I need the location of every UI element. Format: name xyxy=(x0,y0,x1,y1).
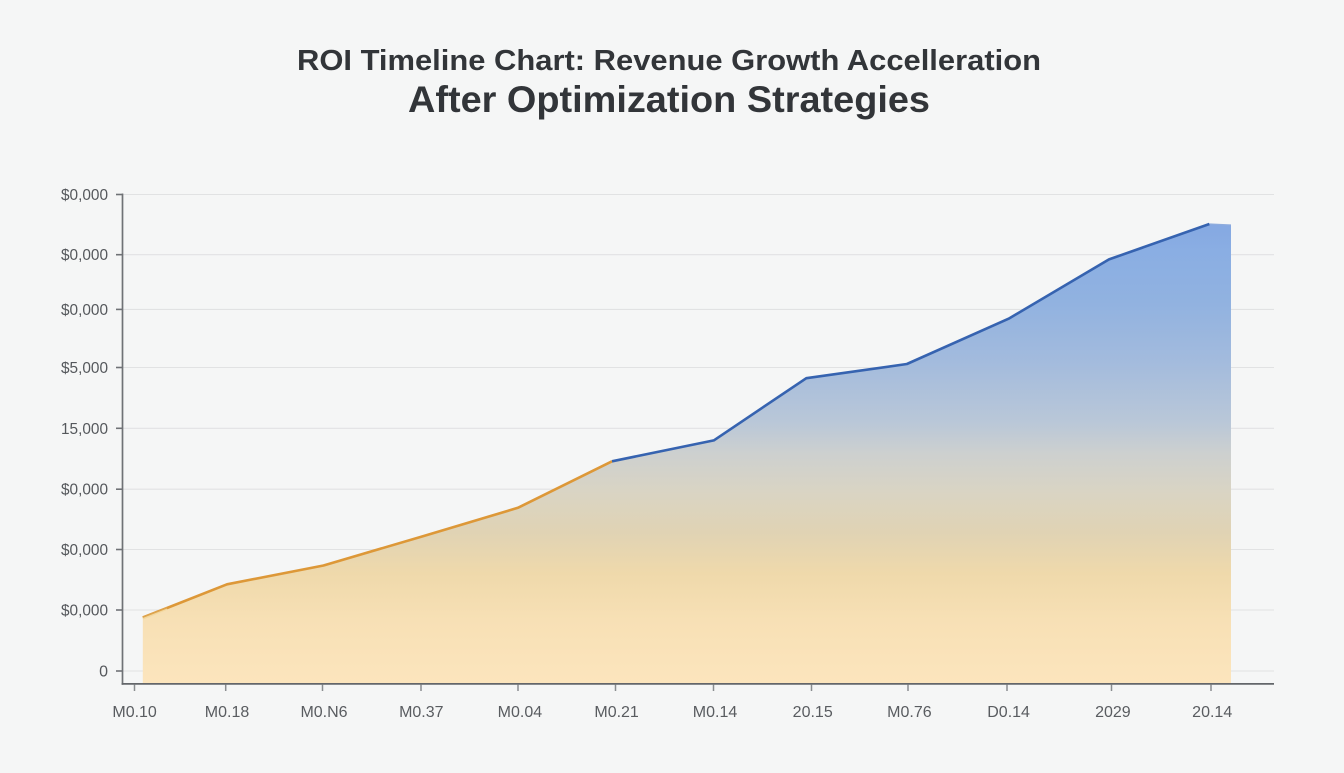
svg-text:$0,000: $0,000 xyxy=(61,247,108,264)
svg-text:M0.18: M0.18 xyxy=(205,704,250,721)
svg-text:$0,000: $0,000 xyxy=(61,542,108,559)
svg-text:M0.N6: M0.N6 xyxy=(300,704,347,721)
svg-text:ROI Timeline Chart: Revenue Gr: ROI Timeline Chart: Revenue Growth Accel… xyxy=(297,45,1041,77)
svg-text:M0.14: M0.14 xyxy=(693,704,738,721)
svg-text:M0.04: M0.04 xyxy=(498,704,543,721)
svg-text:$0,000: $0,000 xyxy=(61,482,108,499)
svg-text:20.15: 20.15 xyxy=(793,704,833,721)
svg-text:$0,000: $0,000 xyxy=(61,187,108,204)
svg-text:M0.10: M0.10 xyxy=(112,704,157,721)
svg-text:$5,000: $5,000 xyxy=(61,360,108,377)
svg-text:20.14: 20.14 xyxy=(1192,704,1232,721)
svg-text:After Optimization Strategies: After Optimization Strategies xyxy=(408,79,930,120)
svg-text:0: 0 xyxy=(99,664,108,681)
svg-text:M0.76: M0.76 xyxy=(887,704,932,721)
svg-text:D0.14: D0.14 xyxy=(987,704,1030,721)
svg-text:2029: 2029 xyxy=(1095,704,1131,721)
svg-text:M0.21: M0.21 xyxy=(594,704,639,721)
svg-text:$0,000: $0,000 xyxy=(61,302,108,319)
svg-text:$0,000: $0,000 xyxy=(61,603,108,620)
svg-text:15,000: 15,000 xyxy=(61,421,108,438)
svg-text:M0.37: M0.37 xyxy=(399,704,444,721)
